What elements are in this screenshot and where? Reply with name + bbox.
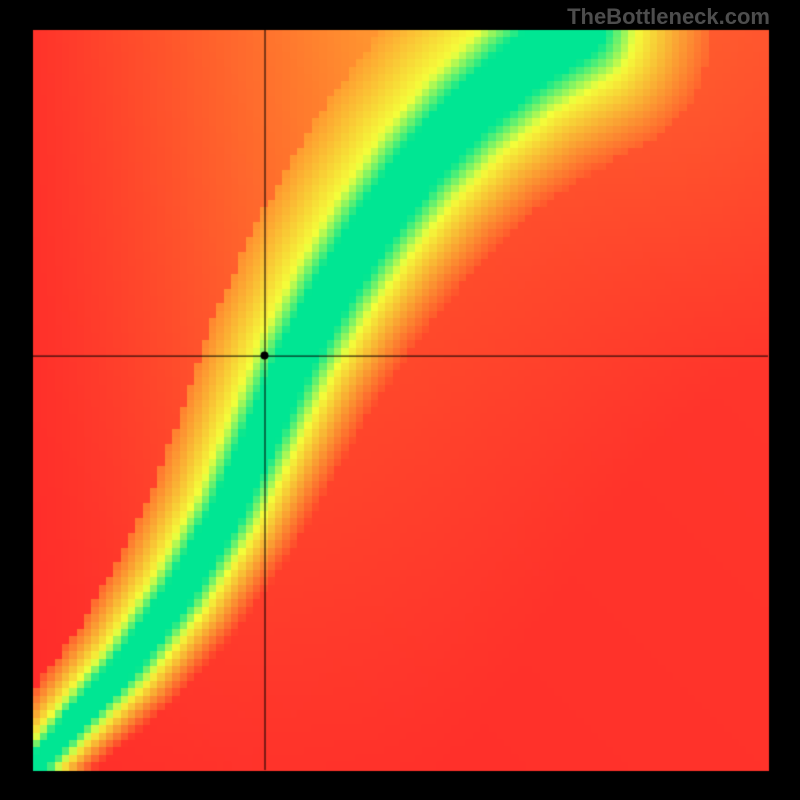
heatmap-canvas [0,0,800,800]
chart-container: TheBottleneck.com [0,0,800,800]
watermark-text: TheBottleneck.com [567,4,770,30]
